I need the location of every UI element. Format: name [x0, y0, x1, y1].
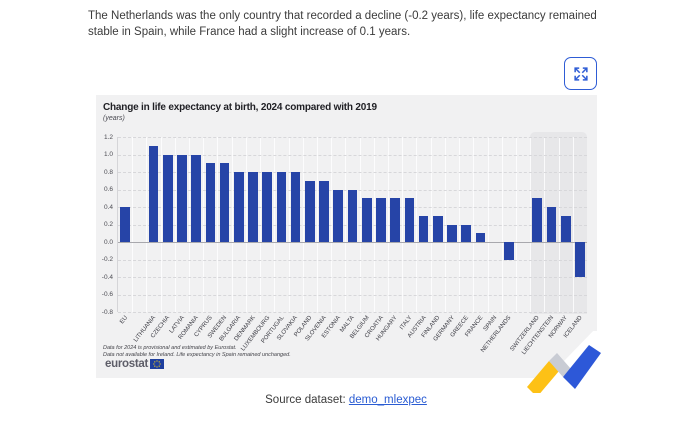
- bar-malta[interactable]: [347, 189, 358, 242]
- zero-axis-line: [118, 242, 587, 243]
- eurostat-logo: eurostat: [105, 358, 164, 370]
- bar-romania[interactable]: [191, 154, 201, 242]
- bar-eu[interactable]: [120, 207, 130, 242]
- source-dataset-link[interactable]: demo_mlexpec: [348, 394, 427, 406]
- bar-portugal[interactable]: [276, 172, 287, 242]
- bar-luxembourg[interactable]: [262, 172, 273, 242]
- bar-switzerland[interactable]: [532, 198, 543, 242]
- bar-iceland[interactable]: [575, 242, 585, 277]
- bar-sweden[interactable]: [219, 163, 230, 242]
- y-tick-label: -0.8: [101, 308, 113, 316]
- y-tick-label: 0.8: [103, 168, 113, 176]
- bar-slovakia[interactable]: [290, 172, 301, 242]
- bar-liechtenstein[interactable]: [546, 207, 557, 242]
- bar-finland[interactable]: [432, 215, 443, 242]
- y-tick-label: -0.2: [101, 256, 113, 263]
- bar-slovenia[interactable]: [319, 180, 329, 242]
- x-label-eu: EU: [118, 315, 129, 326]
- fullscreen-icon: [572, 65, 590, 83]
- y-tick-label: 0.0: [103, 238, 113, 246]
- y-tick-label: -0.4: [101, 273, 113, 281]
- bar-lithuania[interactable]: [148, 145, 159, 242]
- bar-italy[interactable]: [404, 198, 415, 242]
- bar-greece[interactable]: [461, 224, 472, 242]
- bar-cyprus[interactable]: [205, 163, 216, 242]
- bar-hungary[interactable]: [390, 198, 400, 242]
- horizontal-gridline: [118, 294, 587, 296]
- y-tick-label: 1.2: [103, 133, 113, 141]
- bar-norway[interactable]: [560, 215, 571, 242]
- bar-estonia[interactable]: [333, 189, 344, 242]
- bar-czechia[interactable]: [162, 154, 173, 242]
- y-tick-label: 0.6: [103, 186, 113, 193]
- eu-flag-icon: [149, 359, 164, 369]
- bar-plot: -0.8 -0.6 -0.4 -0.2 0.0 0.2 0.4 0.6 0.8 1.0 1.2: [102, 132, 587, 316]
- horizontal-gridline: [118, 259, 587, 261]
- horizontal-gridline: [118, 277, 587, 278]
- source-row: Source dataset: demo_mlexpec: [0, 394, 692, 406]
- bar-germany[interactable]: [447, 224, 457, 242]
- horizontal-gridline: [118, 312, 587, 313]
- y-tick-label: -0.6: [101, 291, 113, 298]
- bar-poland[interactable]: [305, 180, 315, 242]
- chart-card: Change in life expectancy at birth, 2024…: [96, 95, 605, 409]
- bar-denmark[interactable]: [248, 172, 258, 242]
- bar-croatia[interactable]: [376, 198, 386, 242]
- footnote-line-1: Data for 2024 is provisional and estimat…: [103, 345, 237, 351]
- source-dataset-label: Source dataset:: [265, 394, 346, 406]
- intro-text: The Netherlands was the only country tha…: [88, 10, 597, 38]
- chart-title: Change in life expectancy at birth, 2024…: [103, 102, 377, 113]
- bar-france[interactable]: [475, 233, 486, 242]
- bar-belgium[interactable]: [361, 198, 372, 242]
- horizontal-gridline: [118, 172, 587, 173]
- bar-latvia[interactable]: [177, 154, 187, 242]
- horizontal-gridline: [118, 137, 587, 138]
- y-tick-label: 0.2: [103, 221, 113, 228]
- expand-button[interactable]: [564, 57, 597, 90]
- bar-bulgaria[interactable]: [233, 172, 244, 242]
- chart-subtitle: (years): [103, 115, 125, 122]
- footnote-line-2: Data not available for Ireland. Life exp…: [103, 352, 291, 358]
- bar-netherlands[interactable]: [504, 242, 514, 260]
- chart-footnotes: Data for 2024 is provisional and estimat…: [103, 345, 291, 359]
- eurostat-logo-text: eurostat: [105, 358, 148, 370]
- horizontal-gridline: [118, 154, 587, 156]
- y-tick-label: 0.4: [103, 203, 113, 211]
- bar-austria[interactable]: [418, 215, 429, 242]
- y-tick-label: 1.0: [103, 151, 113, 158]
